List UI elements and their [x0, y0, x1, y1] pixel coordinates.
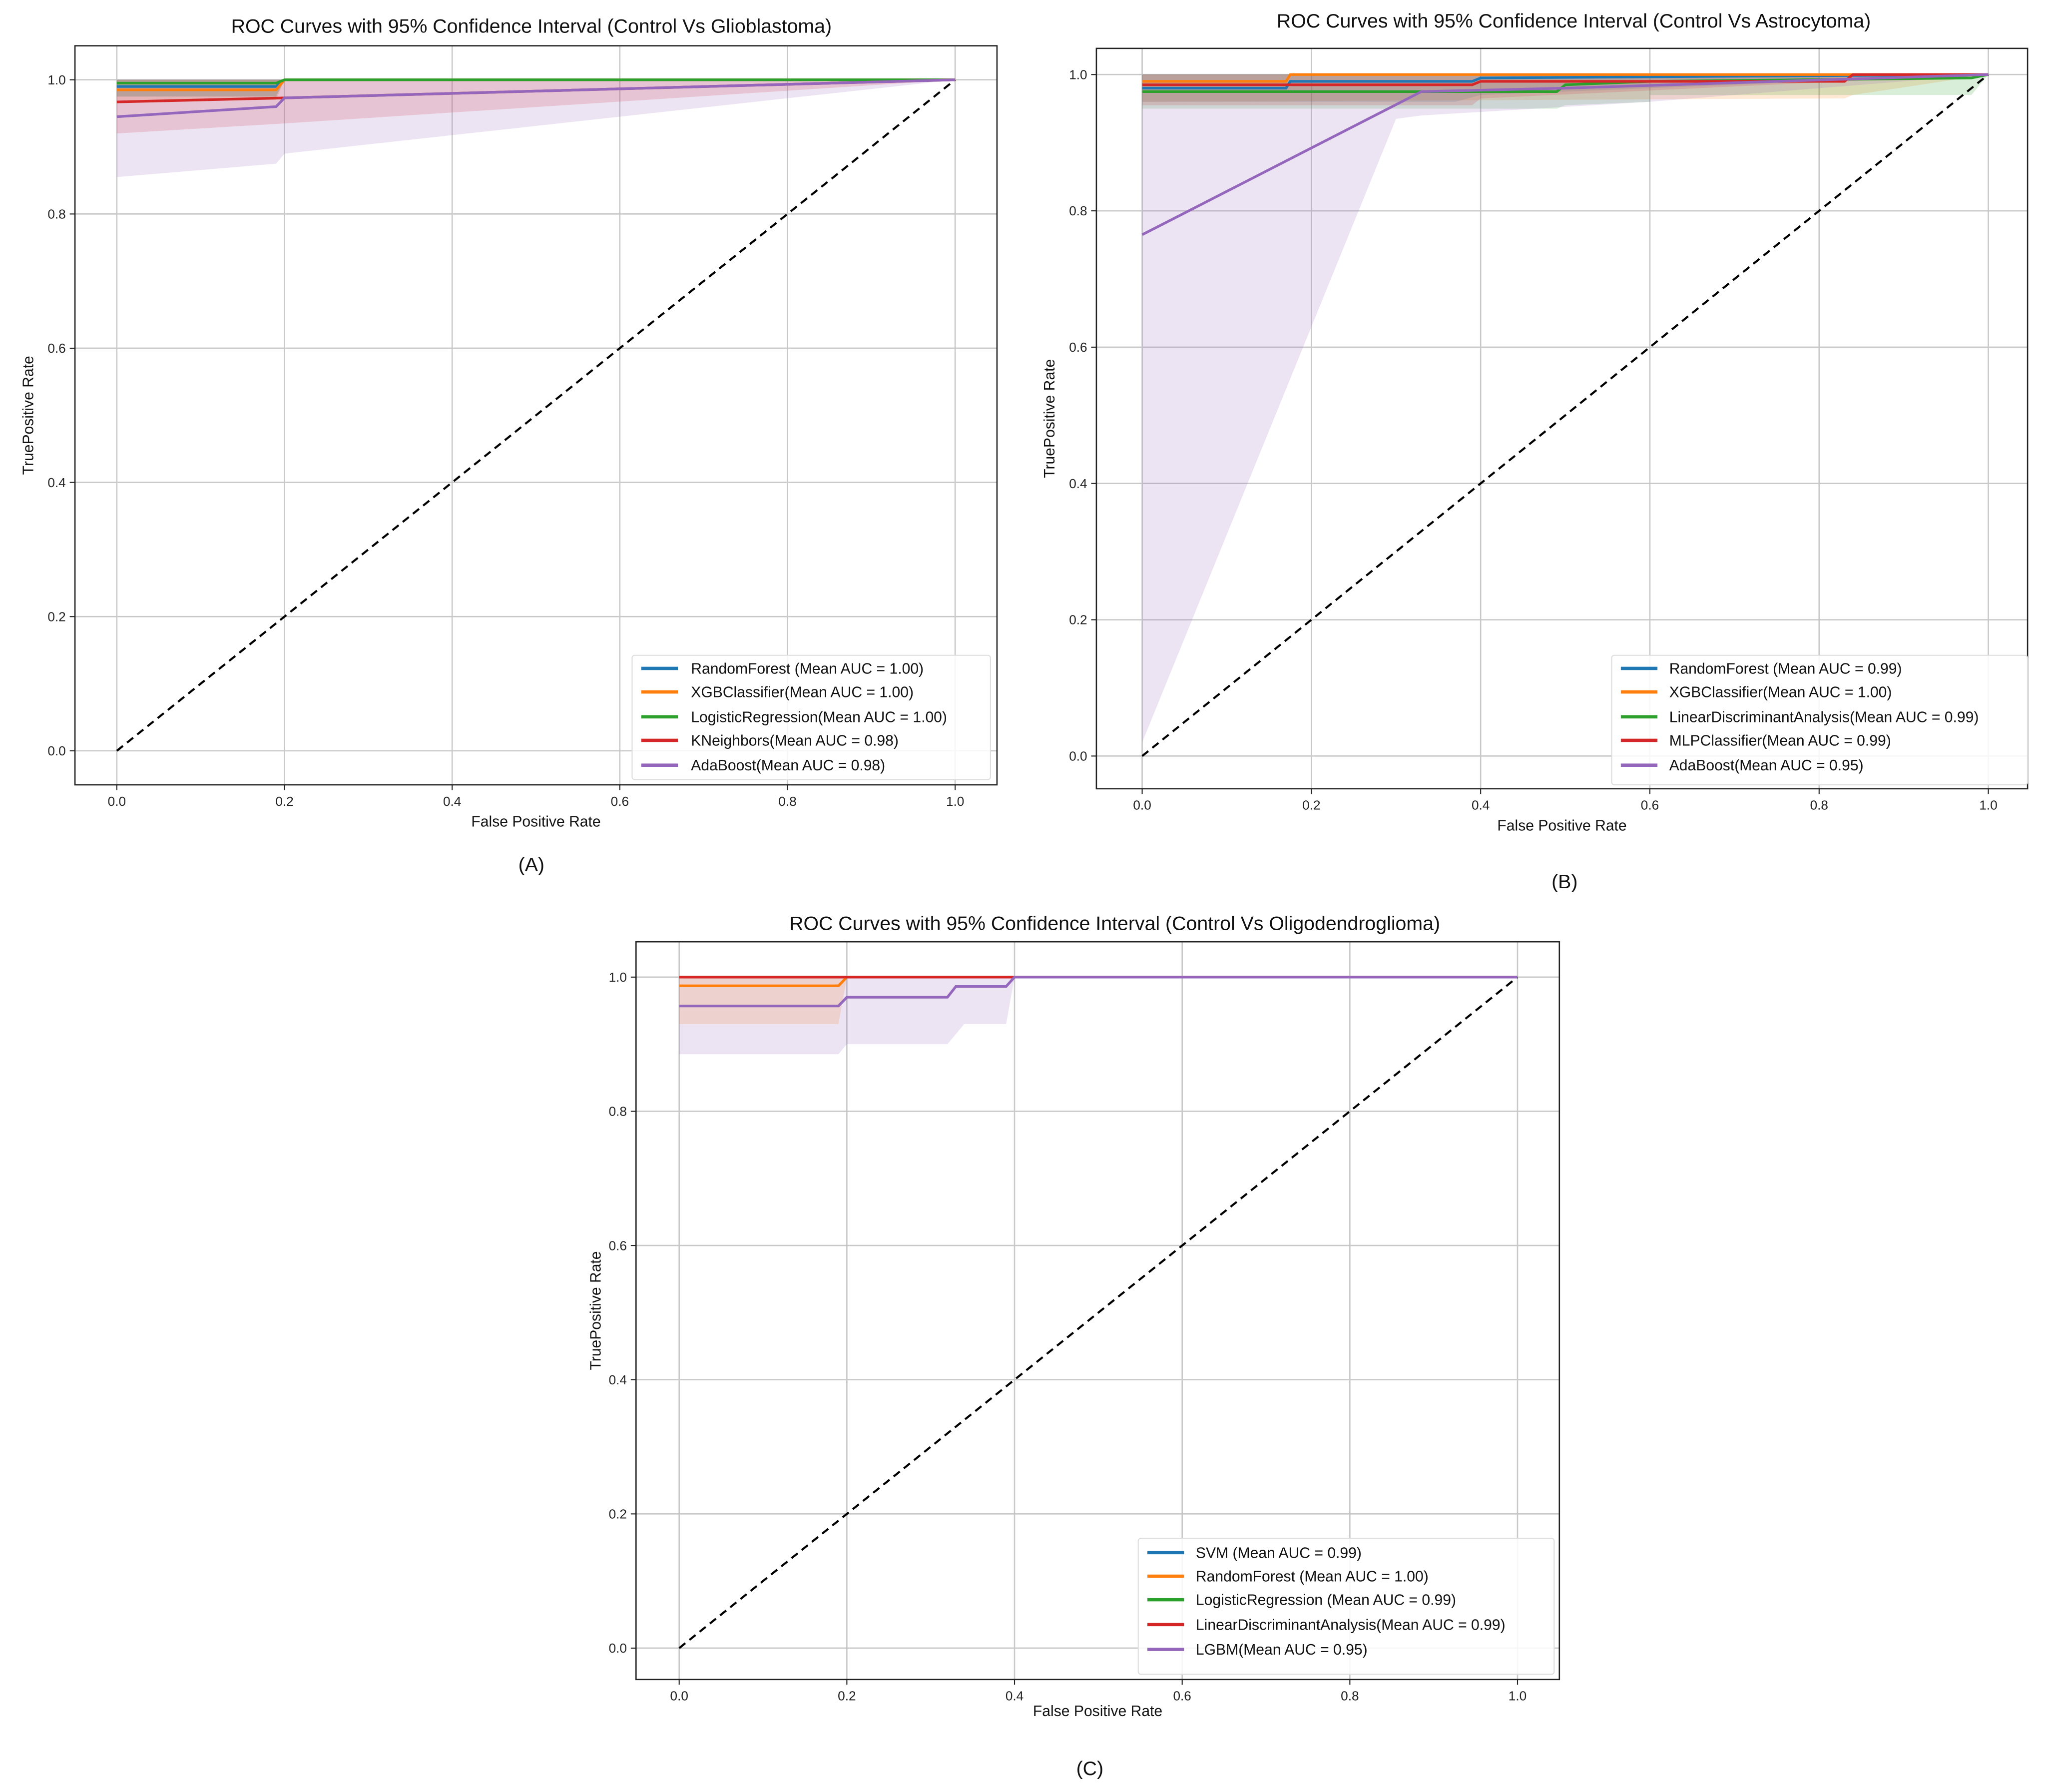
y-tick-label: 0.8	[609, 1104, 627, 1119]
y-tick-label: 0.4	[47, 475, 65, 490]
chart-title: ROC Curves with 95% Confidence Interval …	[789, 913, 1440, 935]
y-axis-label: TruePositive Rate	[588, 1251, 604, 1370]
legend-label: MLPClassifier(Mean AUC = 0.99)	[1669, 732, 1891, 749]
y-tick-label: 0.6	[1069, 340, 1087, 355]
legend-box	[631, 654, 991, 780]
confidence-band	[679, 977, 1518, 1024]
x-tick-label: 0.6	[1641, 798, 1659, 813]
legend-label: AdaBoost(Mean AUC = 0.95)	[1669, 757, 1864, 774]
legend: SVM (Mean AUC = 0.99) RandomForest (Mean …	[1137, 1538, 1555, 1675]
chance-diagonal-line	[116, 79, 956, 752]
x-axis-label: False Positive Rate	[471, 814, 600, 830]
x-tick-label: 0.0	[670, 1689, 688, 1704]
x-tick-label: 0.2	[838, 1689, 856, 1704]
x-tick-label: 0.8	[778, 794, 796, 809]
x-axis-label: False Positive Rate	[1033, 1703, 1162, 1720]
y-axis-label: TruePositive Rate	[20, 356, 36, 475]
legend-label: RandomForest (Mean AUC = 0.99)	[1669, 660, 1902, 677]
legend-label: SVM (Mean AUC = 0.99)	[1196, 1545, 1362, 1561]
confidence-band	[116, 79, 956, 177]
confidence-band	[679, 977, 1518, 1055]
legend: RandomForest (Mean AUC = 0.99) XGBClassif…	[1611, 654, 2029, 785]
y-tick-label: 1.0	[47, 72, 65, 87]
legend: RandomForest (Mean AUC = 1.00) XGBClassif…	[631, 654, 991, 780]
roc-chart-a: 0.0 0.2 0.4 0.6 0.8 1.0 0.0 0.2 0.4 0.6 0.8 1.0 Rand…	[20, 15, 998, 876]
chance-diagonal-line	[678, 976, 1519, 1649]
x-tick-label: 0.4	[1472, 798, 1490, 813]
y-tick-label: 0.4	[1069, 476, 1087, 491]
panel-caption: (B)	[1551, 871, 1577, 893]
x-tick-label: 0.6	[1173, 1689, 1191, 1704]
plot-frame	[74, 45, 998, 786]
confidence-band	[1142, 74, 1989, 109]
roc-chart-b: 0.0 0.2 0.4 0.6 0.8 1.0 0.0 0.2 0.4 0.6 0.8 1.0 Rand…	[1041, 10, 2029, 893]
x-tick-label: 0.4	[443, 794, 461, 809]
roc-series-line	[1142, 73, 1989, 86]
legend-label: LinearDiscriminantAnalysis(Mean AUC = 0.…	[1669, 709, 1979, 725]
chance-diagonal-line	[1141, 73, 1989, 757]
x-tick-label: 1.0	[1979, 798, 1997, 813]
x-tick-label: 0.0	[108, 794, 126, 809]
roc-series-line	[1142, 73, 1989, 83]
y-tick-label: 0.6	[47, 341, 65, 356]
legend-label: RandomForest (Mean AUC = 1.00)	[691, 660, 924, 677]
roc-series-line	[1142, 73, 1989, 90]
legend-label: RandomForest (Mean AUC = 1.00)	[1196, 1568, 1429, 1585]
legend-label: AdaBoost(Mean AUC = 0.98)	[691, 757, 885, 774]
confidence-band	[1142, 74, 1989, 743]
y-tick-label: 0.8	[1069, 203, 1087, 218]
x-tick-label: 0.6	[611, 794, 629, 809]
y-tick-label: 0.2	[609, 1507, 627, 1522]
y-tick-label: 0.8	[47, 207, 65, 222]
x-tick-label: 0.8	[1341, 1689, 1359, 1704]
y-tick-label: 0.2	[1069, 612, 1087, 627]
x-tick-label: 0.2	[1302, 798, 1320, 813]
legend-box	[1137, 1538, 1555, 1675]
roc-series-line	[679, 976, 1518, 1008]
x-tick-label: 0.0	[1133, 798, 1151, 813]
y-tick-label: 0.0	[609, 1641, 627, 1656]
x-axis-label: False Positive Rate	[1497, 818, 1626, 834]
legend-box	[1611, 654, 2029, 785]
x-tick-label: 1.0	[1509, 1689, 1527, 1704]
confidence-band	[116, 79, 956, 97]
legend-label: LGBM(Mean AUC = 0.95)	[1196, 1642, 1368, 1658]
x-tick-label: 0.4	[1006, 1689, 1023, 1704]
legend-label: XGBClassifier(Mean AUC = 1.00)	[1669, 684, 1892, 701]
y-axis-label: TruePositive Rate	[1041, 359, 1058, 478]
chart-title: ROC Curves with 95% Confidence Interval …	[1277, 10, 1871, 32]
y-tick-label: 0.6	[609, 1238, 627, 1253]
legend-label: KNeighbors(Mean AUC = 0.98)	[691, 732, 899, 749]
x-tick-label: 0.8	[1810, 798, 1828, 813]
x-tick-label: 1.0	[946, 794, 964, 809]
plot-frame	[1095, 47, 2029, 790]
y-tick-label: 0.0	[47, 743, 65, 758]
y-tick-label: 0.0	[1069, 749, 1087, 764]
roc-chart-c: 0.0 0.2 0.4 0.6 0.8 1.0 0.0 0.2 0.4 0.6 0.8 1.0 SVM …	[588, 913, 1560, 1780]
confidence-band	[116, 79, 956, 100]
confidence-band	[116, 79, 956, 97]
y-tick-label: 0.4	[609, 1372, 627, 1387]
roc-series-line	[1141, 73, 1989, 236]
legend-label: XGBClassifier(Mean AUC = 1.00)	[691, 684, 914, 701]
y-tick-label: 1.0	[1069, 67, 1087, 82]
legend-label: LinearDiscriminantAnalysis(Mean AUC = 0.…	[1196, 1617, 1506, 1633]
legend-label: LogisticRegression (Mean AUC = 0.99)	[1196, 1592, 1456, 1609]
panel-caption: (A)	[518, 854, 544, 876]
y-tick-label: 1.0	[609, 970, 627, 985]
chart-title: ROC Curves with 95% Confidence Interval …	[231, 15, 832, 37]
roc-series-line	[1142, 73, 1989, 93]
x-tick-label: 0.2	[275, 794, 293, 809]
roc-series-line	[116, 78, 956, 118]
confidence-band	[116, 79, 956, 134]
plot-frame	[635, 941, 1560, 1681]
panel-caption: (C)	[1076, 1758, 1104, 1780]
roc-series-line	[116, 78, 956, 85]
y-tick-label: 0.2	[47, 609, 65, 624]
legend-label: LogisticRegression(Mean AUC = 1.00)	[691, 709, 947, 725]
